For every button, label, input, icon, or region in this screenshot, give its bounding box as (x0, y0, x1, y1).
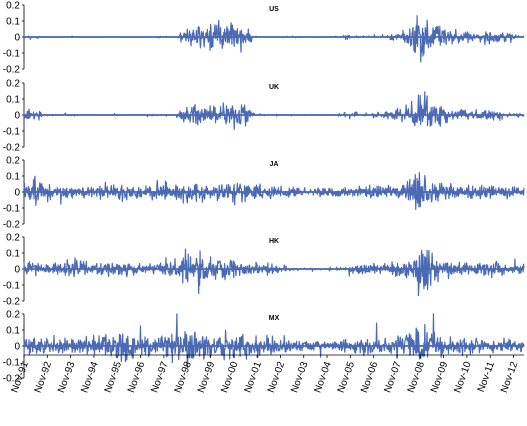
series-line-mx (23, 313, 525, 368)
y-tick-label: 0.1 (6, 95, 20, 106)
y-tick-label: 0 (14, 111, 20, 122)
x-tick-label: Nov-11 (476, 360, 497, 394)
y-tick-label: -0.1 (3, 281, 21, 292)
series-line-ja (23, 172, 525, 210)
x-tick-label: Nov-96 (126, 360, 148, 394)
y-tick-label: -0.1 (3, 49, 21, 60)
y-tick-label: -0.2 (3, 65, 21, 76)
x-tick-label: Nov-93 (56, 360, 78, 394)
y-tick-label: 0 (14, 33, 20, 44)
y-tick-label: -0.1 (3, 127, 21, 138)
y-tick-label: -0.2 (3, 297, 21, 308)
x-tick-label: Nov-08 (406, 360, 428, 394)
y-tick-label: 0 (14, 188, 20, 199)
y-tick-label: 0.1 (6, 326, 20, 337)
x-tick-label: Nov-06 (359, 360, 381, 394)
x-tick-label: Nov-09 (429, 360, 451, 394)
x-tick-label: Nov-01 (243, 360, 265, 394)
x-tick-label: Nov-97 (149, 360, 171, 394)
y-tick-label: 0 (14, 342, 20, 353)
x-tick-label: Nov-03 (289, 360, 311, 394)
series-line-hk (23, 248, 525, 297)
panel-uk: 0.2 0.1 0 -0.1 -0.2 UK (3, 79, 525, 154)
x-tick-label: Nov-00 (219, 360, 241, 394)
panel-title: UK (269, 84, 279, 91)
x-tick-label: Nov-95 (103, 360, 125, 394)
y-tick-label: -0.1 (3, 204, 21, 215)
x-tick-label: Nov-92 (33, 360, 55, 394)
x-tick-label: Nov-10 (452, 360, 474, 394)
y-tick-label: 0.2 (6, 310, 20, 321)
series-line-us (23, 15, 525, 63)
x-tick-label: Nov-94 (79, 360, 101, 394)
y-tick-label: 0.1 (6, 172, 20, 183)
y-tick-label: -0.1 (3, 358, 21, 369)
x-tick-label: Nov-02 (266, 360, 288, 394)
panel-title: US (269, 6, 279, 13)
panel-title: JA (270, 161, 279, 168)
panel-ja: 0.2 0.1 0 -0.1 -0.2 JA (3, 156, 525, 231)
panel-title: HK (269, 238, 279, 245)
y-tick-label: 0.2 (6, 1, 20, 12)
y-tick-label: 0.1 (6, 249, 20, 260)
x-tick-label: Nov-07 (382, 360, 404, 394)
x-tick-label: Nov-99 (196, 360, 218, 394)
y-tick-label: 0.2 (6, 233, 20, 244)
panel-mx: 0.2 0.1 0 -0.1 -0.2 MX (3, 310, 525, 385)
panel-hk: 0.2 0.1 0 -0.1 -0.2 HK (3, 233, 525, 308)
y-tick-label: 0.2 (6, 79, 20, 90)
y-tick-label: 0.1 (6, 17, 20, 28)
x-tick-label: Nov-12 (499, 360, 521, 394)
panel-us: 0.2 0.1 0 -0.1 -0.2 US (3, 1, 525, 76)
y-tick-label: 0 (14, 265, 20, 276)
y-tick-label: -0.2 (3, 220, 21, 231)
panel-title: MX (269, 315, 280, 322)
y-tick-label: 0.2 (6, 156, 20, 167)
x-tick-label: Nov-98 (173, 360, 195, 394)
y-tick-label: -0.2 (3, 374, 21, 385)
x-tick-label: Nov-04 (312, 360, 334, 394)
x-tick-label: Nov-05 (336, 360, 358, 394)
series-line-uk (23, 91, 525, 130)
y-tick-label: -0.2 (3, 143, 21, 154)
